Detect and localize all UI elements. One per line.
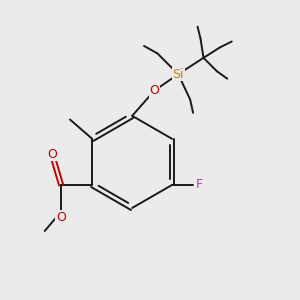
Text: O: O	[56, 211, 66, 224]
Text: O: O	[47, 148, 57, 161]
Text: Si: Si	[172, 68, 184, 81]
Text: F: F	[196, 178, 203, 191]
Text: O: O	[149, 84, 159, 97]
